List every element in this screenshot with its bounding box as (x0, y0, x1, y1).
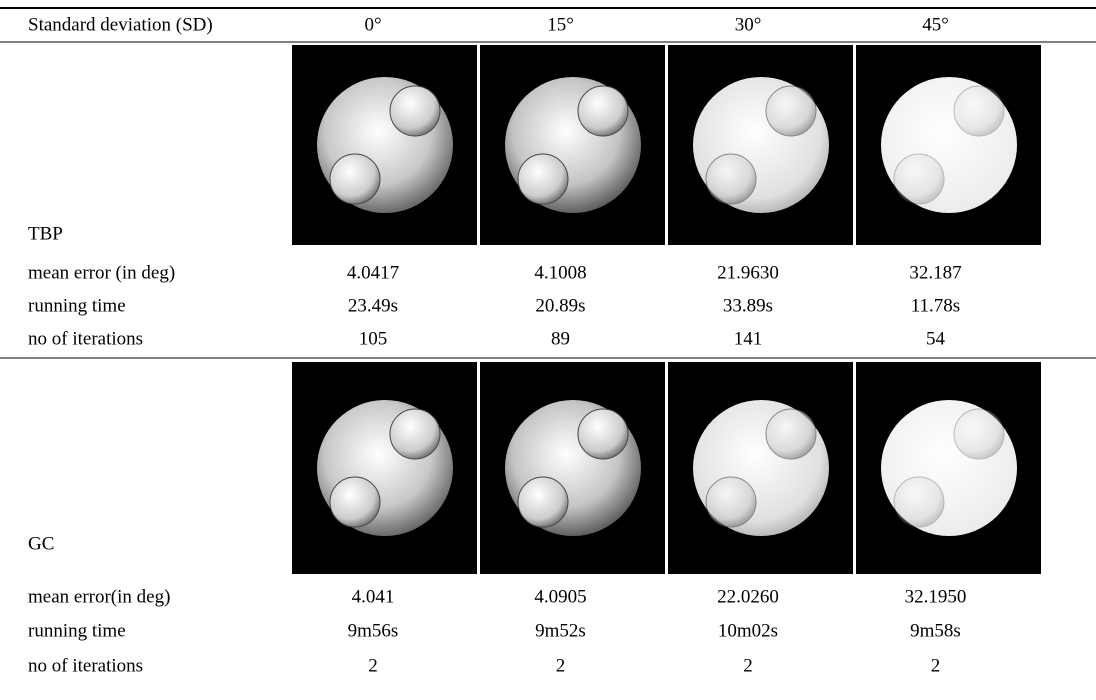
bump (578, 86, 628, 136)
bump (706, 477, 756, 527)
bump (894, 477, 944, 527)
result-image (856, 45, 1041, 245)
cell-value: 105 (359, 328, 388, 349)
header-cell: 30° (735, 14, 762, 35)
bump (518, 154, 568, 204)
bump (390, 86, 440, 136)
cell-value: 141 (734, 328, 763, 349)
row-label: running time (28, 620, 126, 641)
bump (390, 409, 440, 459)
result-image (856, 362, 1041, 574)
row-label: no of iterations (28, 655, 143, 676)
row-label: mean error(in deg) (28, 586, 170, 607)
cell-value: 89 (551, 328, 570, 349)
cell-value: 9m52s (535, 620, 586, 641)
result-image (668, 362, 853, 574)
header-cell: 0° (364, 14, 381, 35)
cell-value: 2 (931, 655, 941, 676)
row-label: running time (28, 295, 126, 316)
cell-value: 20.89s (535, 295, 585, 316)
cell-value: 2 (743, 655, 753, 676)
cell-value: 4.0905 (534, 586, 586, 607)
result-image (480, 362, 665, 574)
bump (766, 409, 816, 459)
cell-value: 23.49s (348, 295, 398, 316)
bump (766, 86, 816, 136)
cell-value: 33.89s (723, 295, 773, 316)
cell-value: 11.78s (911, 295, 960, 316)
bump (954, 409, 1004, 459)
section-label: TBP (28, 223, 63, 244)
bump (330, 477, 380, 527)
cell-value: 2 (368, 655, 378, 676)
cell-value: 9m58s (910, 620, 961, 641)
result-image (480, 45, 665, 245)
header-cell: 45° (922, 14, 949, 35)
cell-value: 22.0260 (717, 586, 779, 607)
bump (706, 154, 756, 204)
cell-value: 32.1950 (905, 586, 967, 607)
bump (518, 477, 568, 527)
cell-value: 21.9630 (717, 262, 779, 283)
bump (954, 86, 1004, 136)
cell-value: 9m56s (348, 620, 399, 641)
cell-value: 4.0417 (347, 262, 399, 283)
row-label: no of iterations (28, 328, 143, 349)
section-label: GC (28, 533, 54, 554)
results-table: Standard deviation (SD) 0° 15° 30° 45° TBP mea… (0, 0, 1096, 700)
bump (330, 154, 380, 204)
cell-value: 32.187 (909, 262, 961, 283)
bump (894, 154, 944, 204)
result-image (668, 45, 853, 245)
cell-value: 2 (556, 655, 566, 676)
cell-value: 4.1008 (534, 262, 586, 283)
result-image (292, 45, 477, 245)
result-image (292, 362, 477, 574)
cell-value: 4.041 (352, 586, 395, 607)
row-label: mean error (in deg) (28, 262, 175, 283)
header-cell: 15° (547, 14, 574, 35)
cell-value: 54 (926, 328, 946, 349)
bump (578, 409, 628, 459)
header-label: Standard deviation (SD) (28, 14, 213, 35)
cell-value: 10m02s (718, 620, 778, 641)
